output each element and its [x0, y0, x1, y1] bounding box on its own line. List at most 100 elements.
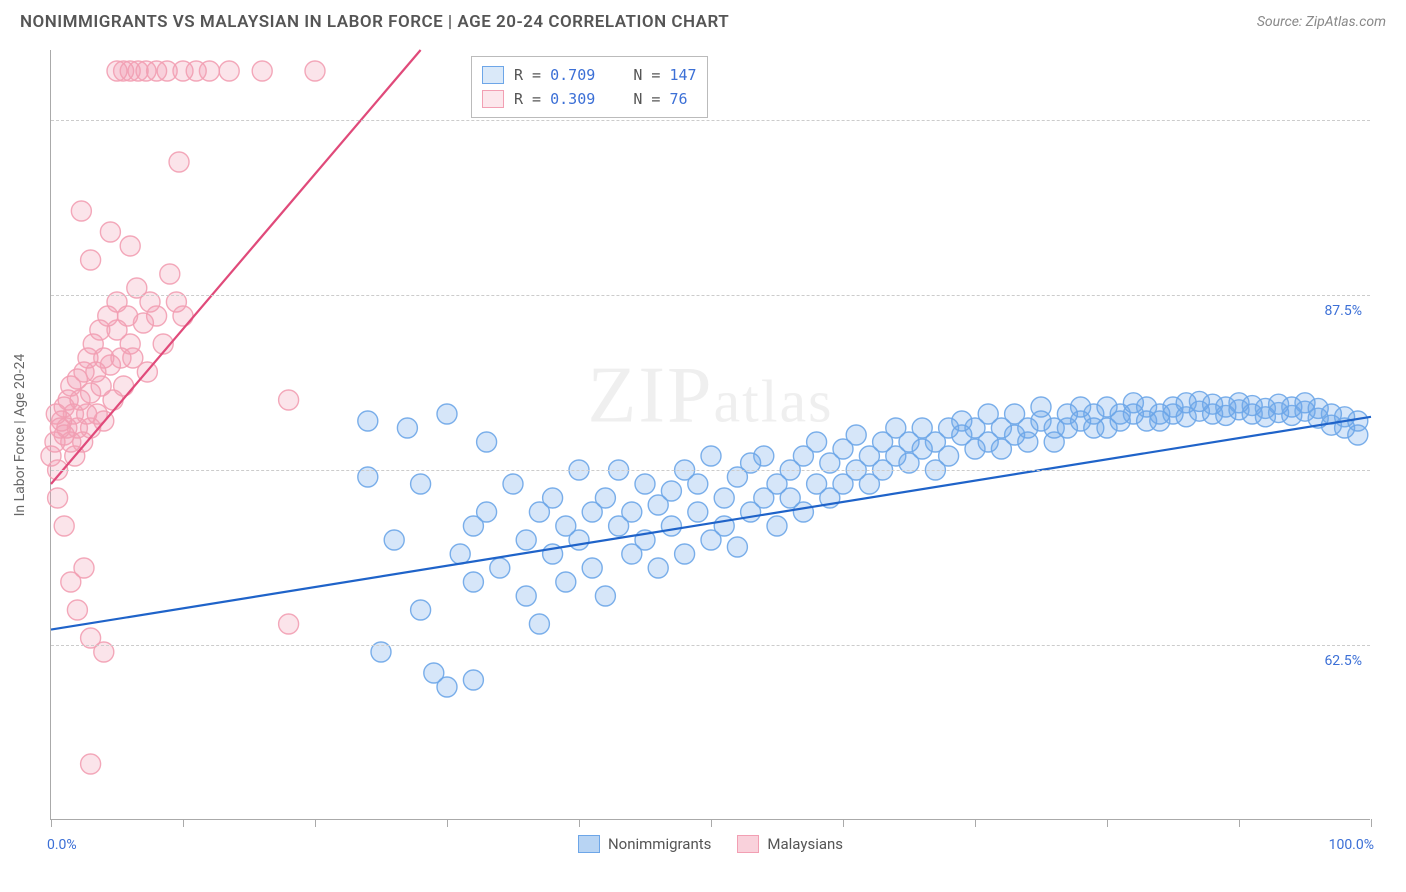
data-point	[54, 516, 74, 536]
x-tick	[711, 819, 712, 827]
data-point	[199, 61, 219, 81]
data-point	[305, 61, 325, 81]
data-point	[411, 600, 431, 620]
x-tick	[1107, 819, 1108, 827]
gridline	[51, 120, 1370, 121]
data-point	[490, 558, 510, 578]
page-title: NONIMMIGRANTS VS MALAYSIAN IN LABOR FORC…	[20, 12, 729, 32]
data-point	[727, 537, 747, 557]
legend-swatch	[482, 90, 504, 108]
data-point	[714, 488, 734, 508]
data-point	[793, 502, 813, 522]
data-point	[279, 390, 299, 410]
data-point	[358, 411, 378, 431]
y-axis-title: In Labor Force | Age 20-24	[12, 354, 28, 517]
data-point	[100, 222, 120, 242]
x-tick	[1239, 819, 1240, 827]
data-point	[661, 481, 681, 501]
source-credit: Source: ZipAtlas.com	[1257, 14, 1386, 30]
legend-swatch	[737, 835, 759, 853]
correlation-chart: In Labor Force | Age 20-24 ZIPatlas R = …	[50, 50, 1370, 820]
stats-legend: R = 0.709 N = 147R = 0.309 N = 76	[471, 56, 708, 118]
data-point	[160, 264, 180, 284]
x-tick	[447, 819, 448, 827]
x-min-label: 0.0%	[47, 837, 77, 853]
data-point	[595, 488, 615, 508]
data-point	[279, 614, 299, 634]
data-point	[1018, 432, 1038, 452]
plot-area: ZIPatlas R = 0.709 N = 147R = 0.309 N = …	[50, 50, 1370, 820]
data-point	[582, 558, 602, 578]
x-max-label: 100.0%	[1329, 837, 1374, 853]
legend-label: Nonimmigrants	[608, 835, 711, 853]
data-point	[252, 61, 272, 81]
data-point	[701, 446, 721, 466]
data-point	[397, 418, 417, 438]
data-point	[477, 502, 497, 522]
data-point	[437, 404, 457, 424]
legend-swatch	[482, 66, 504, 84]
x-tick	[51, 819, 52, 827]
data-point	[463, 670, 483, 690]
data-point	[120, 236, 140, 256]
legend-item: Nonimmigrants	[578, 835, 711, 853]
x-tick	[579, 819, 580, 827]
data-point	[169, 152, 189, 172]
scatter-svg	[51, 50, 1371, 820]
data-point	[503, 474, 523, 494]
stats-legend-row: R = 0.709 N = 147	[482, 63, 697, 87]
data-point	[81, 754, 101, 774]
data-point	[147, 306, 167, 326]
data-point	[939, 446, 959, 466]
y-tick-label: 87.5%	[1324, 303, 1362, 319]
data-point	[556, 572, 576, 592]
data-point	[411, 474, 431, 494]
stat-n-label: N = 147	[633, 63, 696, 87]
data-point	[543, 488, 563, 508]
data-point	[767, 516, 787, 536]
gridline	[51, 295, 1370, 296]
legend-item: Malaysians	[737, 835, 843, 853]
data-point	[661, 516, 681, 536]
data-point	[450, 544, 470, 564]
stats-legend-row: R = 0.309 N = 76	[482, 87, 697, 111]
data-point	[477, 432, 497, 452]
data-point	[516, 530, 536, 550]
x-tick	[183, 819, 184, 827]
data-point	[529, 614, 549, 634]
data-point	[81, 250, 101, 270]
x-tick	[975, 819, 976, 827]
data-point	[48, 488, 68, 508]
series-legend: Nonimmigrants Malaysians	[51, 835, 1370, 853]
y-tick-label: 62.5%	[1324, 653, 1362, 669]
data-point	[622, 502, 642, 522]
stat-r-label: R = 0.309	[514, 87, 595, 111]
data-point	[437, 677, 457, 697]
data-point	[754, 446, 774, 466]
data-point	[675, 544, 695, 564]
x-tick	[1371, 819, 1372, 827]
data-point	[384, 530, 404, 550]
data-point	[595, 586, 615, 606]
data-point	[688, 502, 708, 522]
data-point	[71, 201, 91, 221]
legend-swatch	[578, 835, 600, 853]
data-point	[67, 600, 87, 620]
data-point	[516, 586, 536, 606]
legend-label: Malaysians	[767, 835, 843, 853]
data-point	[463, 572, 483, 592]
data-point	[1031, 397, 1051, 417]
stat-r-label: R = 0.709	[514, 63, 595, 87]
data-point	[688, 474, 708, 494]
data-point	[173, 306, 193, 326]
data-point	[807, 432, 827, 452]
data-point	[648, 558, 668, 578]
data-point	[114, 376, 134, 396]
data-point	[219, 61, 239, 81]
x-tick	[315, 819, 316, 827]
data-point	[569, 530, 589, 550]
stat-n-label: N = 76	[633, 87, 687, 111]
x-tick	[843, 819, 844, 827]
data-point	[635, 474, 655, 494]
gridline	[51, 645, 1370, 646]
